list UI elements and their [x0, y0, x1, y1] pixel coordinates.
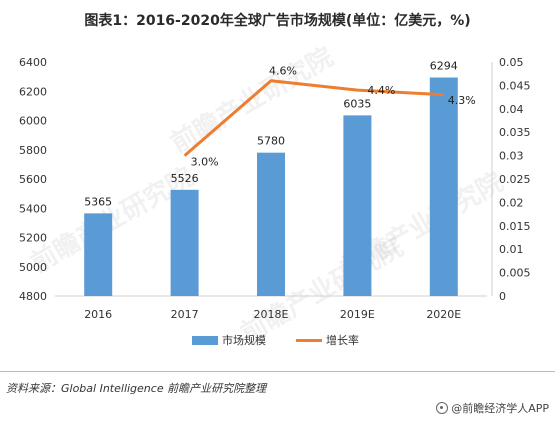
x-tick-label: 2016: [84, 308, 112, 321]
bar: [84, 213, 113, 296]
legend-item-line[interactable]: 增长率: [296, 332, 359, 348]
right-tick-label: 0.045: [499, 79, 531, 92]
right-tick-label: 0.01: [499, 243, 524, 256]
brand-text: @前瞻经济学人APP: [451, 402, 549, 415]
right-tick-label: 0.04: [499, 103, 524, 116]
x-tick-label: 2020E: [426, 308, 461, 321]
bar-value-label: 6294: [430, 60, 458, 73]
bar: [257, 152, 285, 296]
legend-label-bar: 市场规模: [222, 334, 266, 347]
bar-value-label: 5526: [171, 172, 199, 185]
x-tick-label: 2019E: [340, 308, 375, 321]
right-tick-label: 0.02: [499, 196, 524, 209]
left-tick-label: 5400: [19, 202, 47, 215]
chart-legend: 市场规模 增长率: [0, 332, 555, 352]
left-tick-label: 5000: [19, 261, 47, 274]
legend-item-bar[interactable]: 市场规模: [192, 332, 266, 348]
chart-title: 图表1：2016-2020年全球广告市场规模(单位：亿美元，%): [84, 13, 471, 29]
left-tick-label: 5200: [19, 232, 47, 245]
left-tick-label: 6400: [19, 56, 47, 69]
bar-value-label: 6035: [343, 97, 371, 110]
right-tick-label: 0.035: [499, 126, 531, 139]
right-tick-label: 0: [499, 290, 506, 303]
legend-swatch-bar: [192, 335, 218, 345]
left-tick-label: 4800: [19, 290, 47, 303]
source-note: 资料来源：Global Intelligence 前瞻产业研究院整理: [6, 382, 267, 395]
bar-value-label: 5365: [84, 195, 112, 208]
left-tick-label: 5600: [19, 173, 47, 186]
legend-label-line: 增长率: [326, 334, 359, 347]
bar: [170, 189, 199, 296]
right-tick-label: 0.05: [499, 56, 524, 69]
growth-line: [183, 79, 444, 157]
left-tick-label: 6000: [19, 115, 47, 128]
line-value-label: 3.0%: [191, 156, 219, 169]
brand-credit: @前瞻经济学人APP: [436, 400, 549, 416]
brand-logo-icon: [436, 402, 449, 414]
divider: [0, 371, 555, 372]
line-value-label: 4.4%: [367, 84, 395, 97]
right-tick-label: 0.005: [499, 267, 531, 280]
right-tick-label: 0.025: [499, 173, 531, 186]
left-tick-label: 5800: [19, 144, 47, 157]
left-tick-label: 6200: [19, 85, 47, 98]
line-value-label: 4.6%: [269, 65, 297, 78]
right-tick-label: 0.015: [499, 220, 531, 233]
bar-value-label: 5780: [257, 135, 285, 148]
legend-swatch-line: [296, 338, 322, 342]
x-tick-label: 2018E: [254, 308, 289, 321]
bar: [343, 115, 372, 296]
bar: [429, 77, 458, 296]
right-tick-label: 0.03: [499, 150, 524, 163]
line-value-label: 4.3%: [448, 94, 476, 107]
x-tick-label: 2017: [171, 308, 199, 321]
